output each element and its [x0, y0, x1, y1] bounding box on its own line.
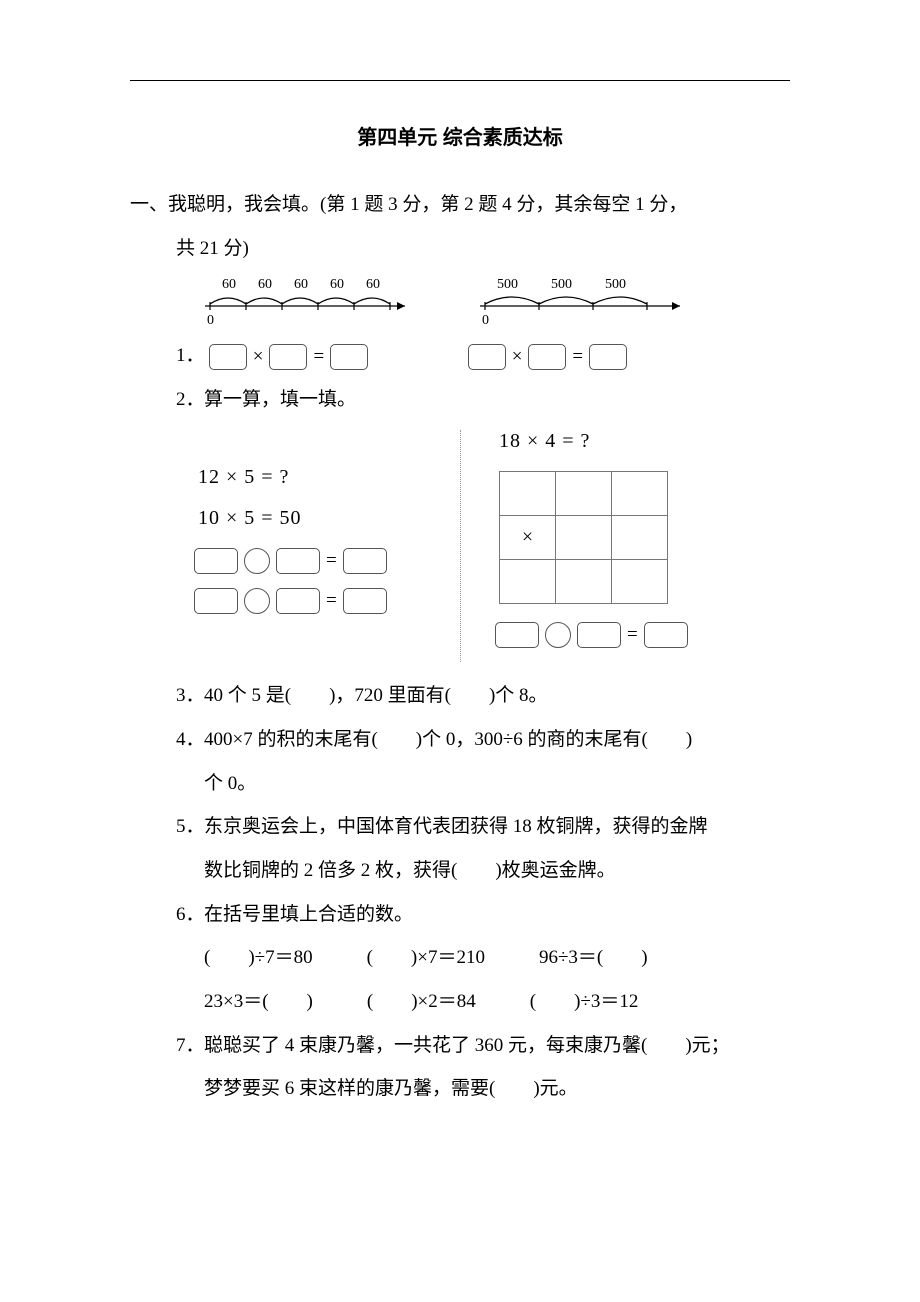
q4-num: 4．	[176, 718, 204, 762]
grid-cell-times: ×	[500, 516, 556, 560]
equals-sign: =	[326, 550, 337, 572]
times-sign: ×	[253, 335, 264, 379]
blank-circle[interactable]	[244, 588, 270, 614]
svg-text:0: 0	[482, 313, 489, 328]
grid-cell[interactable]	[556, 516, 612, 560]
q4-text1: 400×7 的积的末尾有( )个 0，300÷6 的商的末尾有( )	[204, 729, 692, 750]
blank-box[interactable]	[644, 622, 688, 648]
svg-text:500: 500	[551, 277, 572, 292]
q2-right: 18 × 4 = ? × =	[460, 430, 720, 662]
svg-text:500: 500	[497, 277, 518, 292]
blank-box[interactable]	[194, 588, 238, 614]
section-1-scoring: (第 1 题 3 分，第 2 题 4 分，其余每空 1 分，	[320, 194, 687, 215]
q4-line2: 个 0。	[130, 762, 790, 806]
page-title: 第四单元 综合素质达标	[130, 121, 790, 150]
blank-box[interactable]	[577, 622, 621, 648]
q7-text1: 聪聪买了 4 束康乃馨，一共花了 360 元，每束康乃馨( )元；	[204, 1035, 730, 1056]
section-1-label: 一、我聪明，我会填。	[130, 194, 320, 215]
q6-r2c: ( )÷3＝12	[530, 991, 639, 1012]
q2-right-eq: =	[495, 622, 720, 648]
equals-sign: =	[572, 335, 583, 379]
blank-circle[interactable]	[545, 622, 571, 648]
q2-area: 12 × 5 = ? 10 × 5 = 50 = = 18 × 4 = ?	[130, 430, 790, 662]
times-sign: ×	[512, 335, 523, 379]
q7-num: 7．	[176, 1024, 204, 1068]
grid-cell[interactable]	[612, 516, 668, 560]
q5-num: 5．	[176, 805, 204, 849]
q2-left-line2: 10 × 5 = 50	[198, 507, 460, 530]
q6: 6．在括号里填上合适的数。	[130, 893, 790, 937]
blank-box[interactable]	[495, 622, 539, 648]
q6-r1c: 96÷3＝( )	[539, 947, 648, 968]
q2-right-line1: 18 × 4 = ?	[499, 430, 720, 453]
q2-left-line1: 12 × 5 = ?	[198, 466, 460, 489]
q6-row1: ( )÷7＝80 ( )×7＝210 96÷3＝( )	[130, 936, 790, 980]
grid-cell[interactable]	[612, 560, 668, 604]
q5: 5．东京奥运会上，中国体育代表团获得 18 枚铜牌，获得的金牌	[130, 805, 790, 849]
q1-numberlines: 60 60 60 60 60 0 500 500 500 0	[130, 274, 790, 330]
q6-r1b: ( )×7＝210	[367, 947, 485, 968]
q6-row2: 23×3＝( ) ( )×2＝84 ( )÷3＝12	[130, 980, 790, 1024]
svg-text:500: 500	[605, 277, 626, 292]
svg-text:0: 0	[207, 313, 214, 328]
q6-num: 6．	[176, 893, 204, 937]
q2-left: 12 × 5 = ? 10 × 5 = 50 = =	[190, 430, 460, 662]
svg-text:60: 60	[366, 277, 380, 292]
q6-label: 在括号里填上合适的数。	[204, 904, 413, 925]
q2-left-eq2: =	[194, 588, 460, 614]
grid-cell[interactable]	[556, 560, 612, 604]
blank-box[interactable]	[528, 344, 566, 370]
q1-row: 1． × = × =	[130, 334, 790, 378]
blank-box[interactable]	[269, 344, 307, 370]
q6-r1a: ( )÷7＝80	[204, 947, 313, 968]
q7: 7．聪聪买了 4 束康乃馨，一共花了 360 元，每束康乃馨( )元；	[130, 1024, 790, 1068]
section-1-intro: 一、我聪明，我会填。(第 1 题 3 分，第 2 题 4 分，其余每空 1 分，	[130, 186, 790, 224]
q2-left-eq1: =	[194, 548, 460, 574]
grid-cell[interactable]	[500, 560, 556, 604]
q4: 4．400×7 的积的末尾有( )个 0，300÷6 的商的末尾有( )	[130, 718, 790, 762]
q2-grid: ×	[499, 471, 668, 604]
q2-label: 算一算，填一填。	[204, 389, 356, 410]
blank-box[interactable]	[276, 548, 320, 574]
blank-box[interactable]	[209, 344, 247, 370]
blank-box[interactable]	[343, 588, 387, 614]
svg-text:60: 60	[330, 277, 344, 292]
q6-r2b: ( )×2＝84	[367, 991, 476, 1012]
grid-cell[interactable]	[500, 472, 556, 516]
blank-box[interactable]	[343, 548, 387, 574]
blank-circle[interactable]	[244, 548, 270, 574]
equals-sign: =	[326, 590, 337, 612]
numberline-1: 60 60 60 60 60 0	[190, 274, 415, 330]
numberline-2: 500 500 500 0	[465, 274, 690, 330]
q3-num: 3．	[176, 674, 204, 718]
q3: 3．40 个 5 是( )，720 里面有( )个 8。	[130, 674, 790, 718]
blank-box[interactable]	[194, 548, 238, 574]
blank-box[interactable]	[468, 344, 506, 370]
svg-text:60: 60	[258, 277, 272, 292]
header-rule	[130, 80, 790, 81]
q7-line2: 梦梦要买 6 束这样的康乃馨，需要( )元。	[130, 1067, 790, 1111]
blank-box[interactable]	[589, 344, 627, 370]
svg-text:60: 60	[294, 277, 308, 292]
q3-text: 40 个 5 是( )，720 里面有( )个 8。	[204, 685, 548, 706]
q1-num: 1．	[176, 334, 204, 378]
q2-row: 2．算一算，填一填。	[130, 378, 790, 422]
q5-text1: 东京奥运会上，中国体育代表团获得 18 枚铜牌，获得的金牌	[204, 816, 708, 837]
blank-box[interactable]	[330, 344, 368, 370]
section-1-scoring-line2: 共 21 分)	[130, 230, 790, 268]
equals-sign: =	[313, 335, 324, 379]
equals-sign: =	[627, 624, 638, 646]
q2-num: 2．	[176, 378, 204, 422]
worksheet-page: 第四单元 综合素质达标 一、我聪明，我会填。(第 1 题 3 分，第 2 题 4…	[0, 0, 920, 1171]
q6-r2a: 23×3＝( )	[204, 991, 313, 1012]
blank-box[interactable]	[276, 588, 320, 614]
svg-text:60: 60	[222, 277, 236, 292]
q5-line2: 数比铜牌的 2 倍多 2 枚，获得( )枚奥运金牌。	[130, 849, 790, 893]
grid-cell[interactable]	[556, 472, 612, 516]
grid-cell[interactable]	[612, 472, 668, 516]
